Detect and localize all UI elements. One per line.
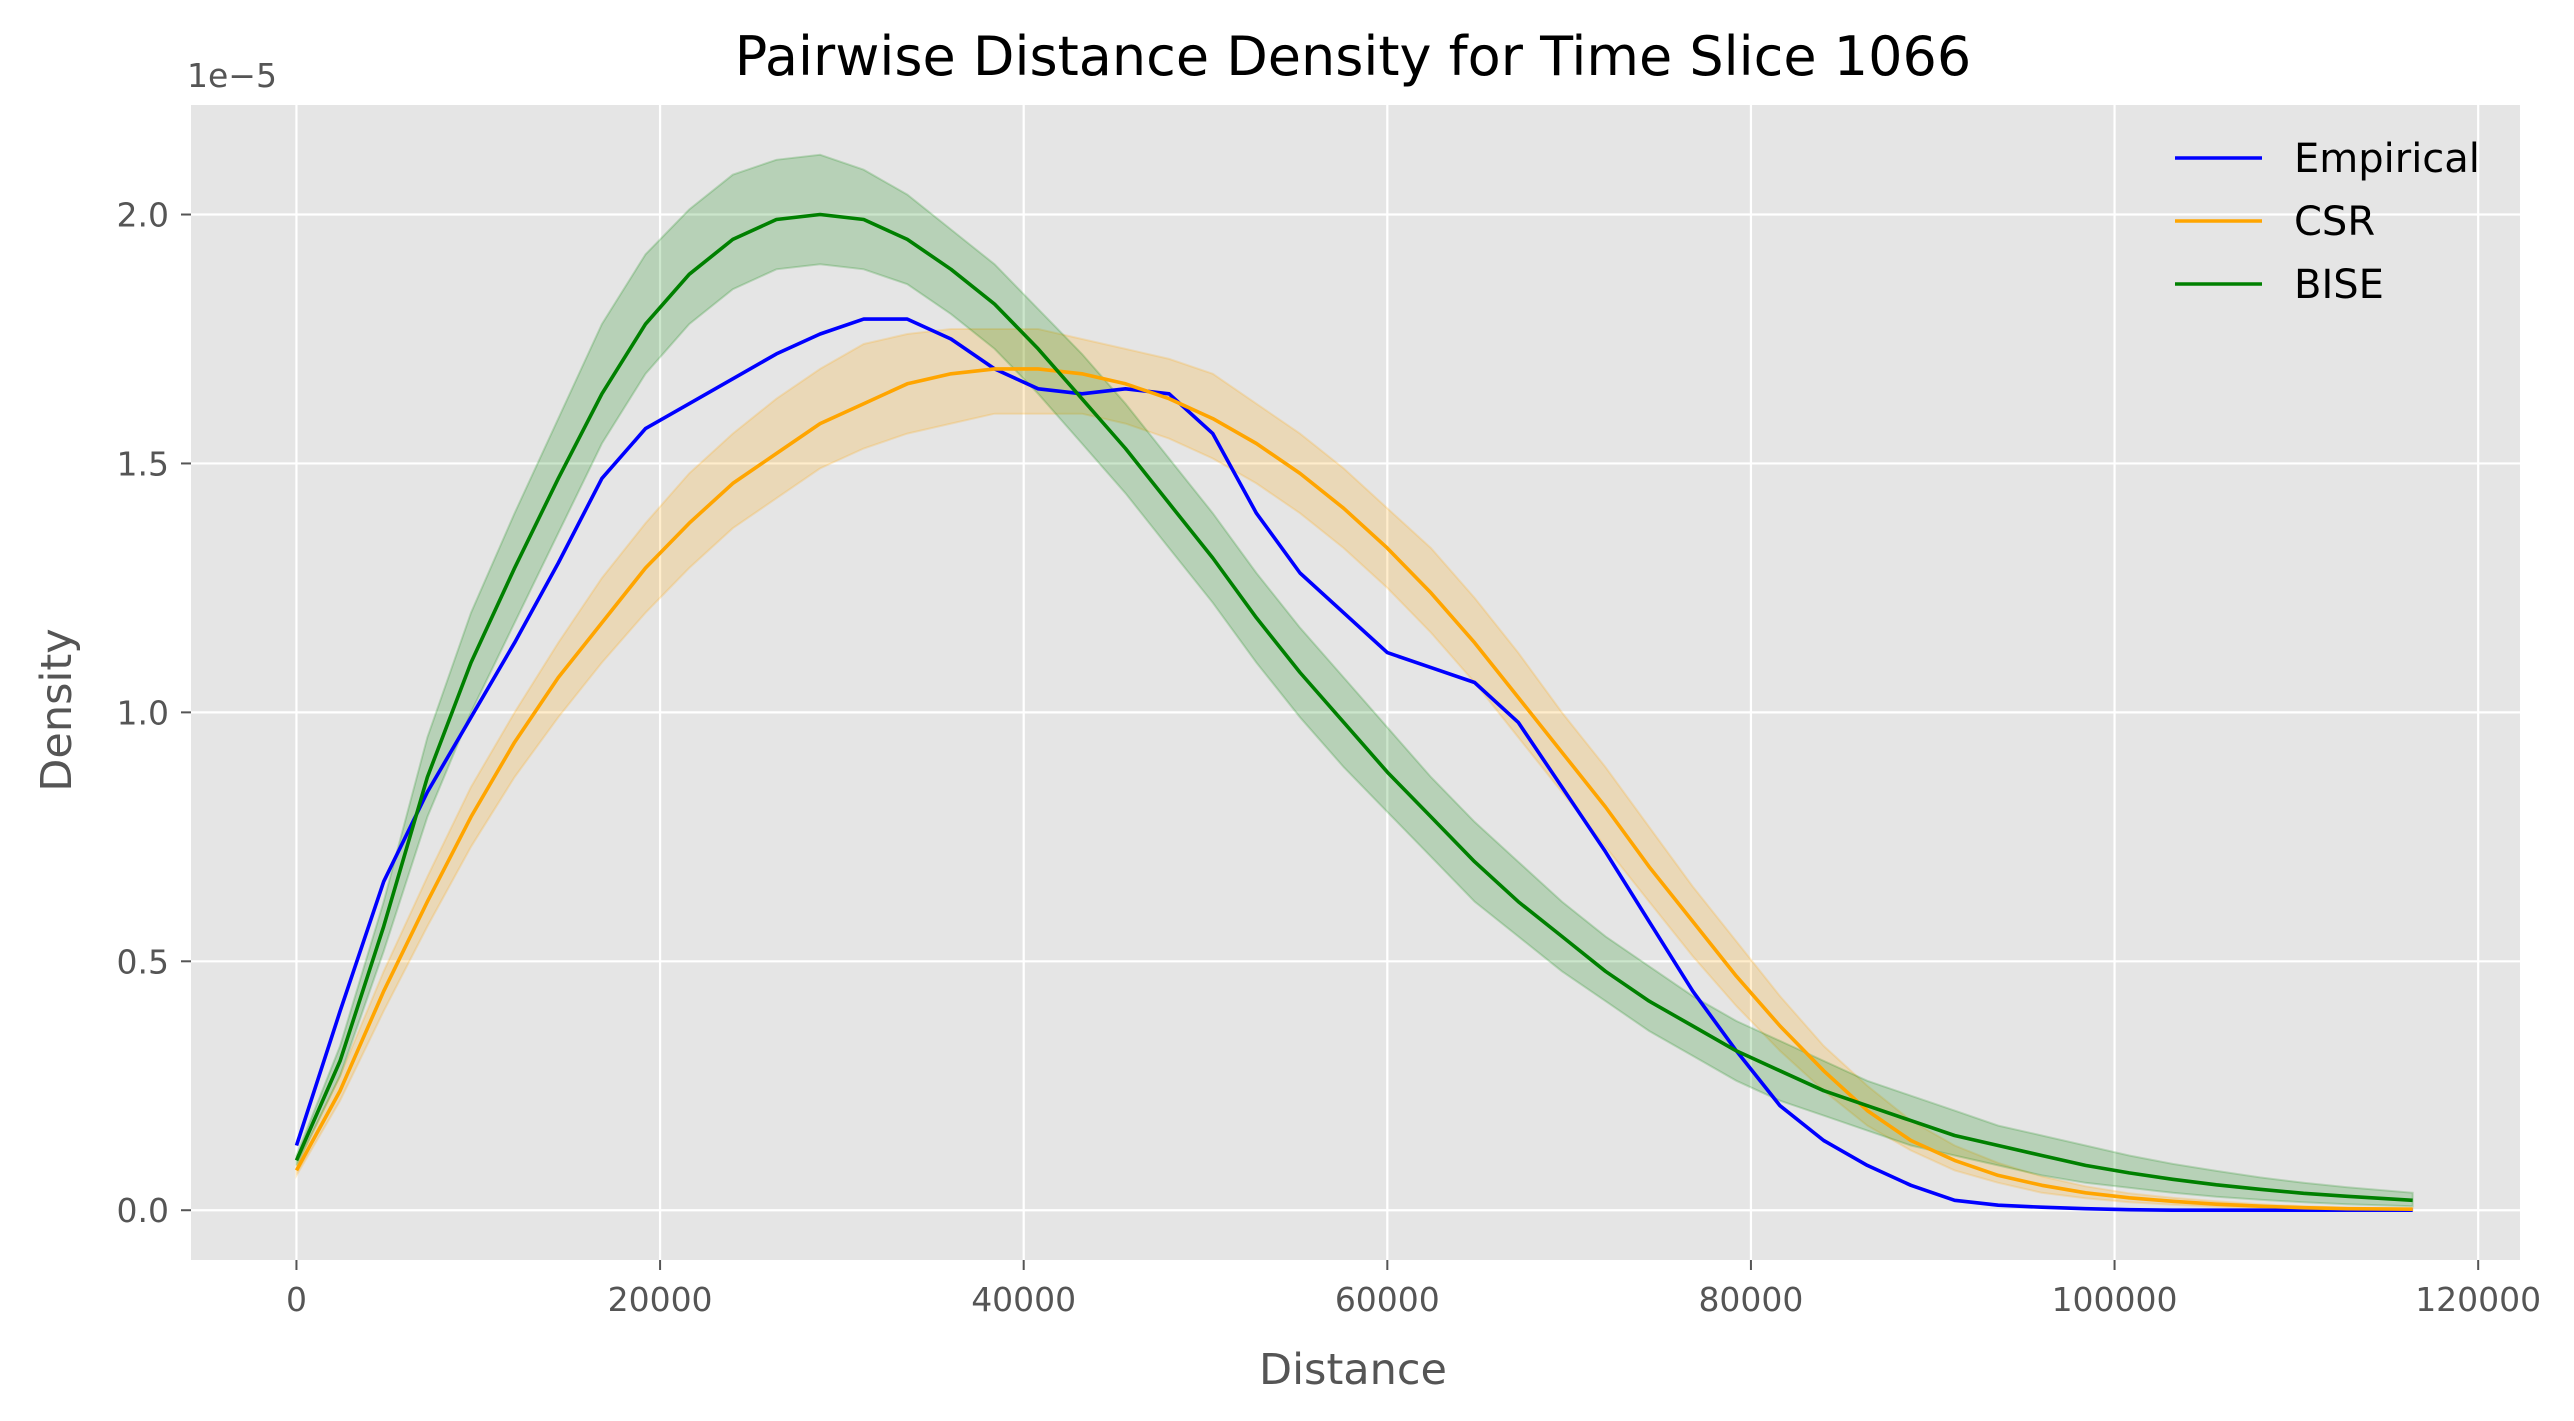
y-tick-label: 2.0 xyxy=(117,196,169,235)
legend-label-csr: CSR xyxy=(2294,199,2375,245)
y-tick-label: 0.5 xyxy=(117,942,169,981)
x-tick-label: 40000 xyxy=(971,1280,1076,1319)
x-tick-label: 80000 xyxy=(1698,1280,1803,1319)
y-tick-label: 1.5 xyxy=(117,444,169,483)
y-axis-offset-label: 1e−5 xyxy=(187,56,277,95)
x-tick-label: 0 xyxy=(286,1280,307,1319)
x-axis-ticks: 0 20000 40000 60000 80000 100000 120000 xyxy=(286,1260,2541,1319)
y-tick-label: 1.0 xyxy=(117,693,169,732)
x-tick-label: 20000 xyxy=(608,1280,713,1319)
legend: Empirical CSR BISE xyxy=(2175,136,2480,308)
x-axis-label: Distance xyxy=(1259,1345,1447,1395)
x-tick-label: 100000 xyxy=(2052,1280,2178,1319)
legend-label-empirical: Empirical xyxy=(2294,136,2480,182)
legend-label-bise: BISE xyxy=(2294,262,2384,308)
x-tick-label: 60000 xyxy=(1335,1280,1440,1319)
plot-area-background xyxy=(191,105,2520,1260)
y-axis-ticks: 0.0 0.5 1.0 1.5 2.0 xyxy=(117,196,191,1230)
empirical-line xyxy=(294,317,2413,1212)
grid-lines xyxy=(191,105,2520,1260)
chart-title: Pairwise Distance Density for Time Slice… xyxy=(735,25,1971,88)
series-lines xyxy=(294,212,2413,1212)
csr-line xyxy=(294,367,2413,1211)
y-axis-label: Density xyxy=(32,628,82,791)
bise-band xyxy=(295,153,2414,1208)
bise-line xyxy=(294,212,2413,1203)
x-tick-label: 120000 xyxy=(2415,1280,2541,1319)
y-tick-label: 0.0 xyxy=(117,1191,169,1230)
